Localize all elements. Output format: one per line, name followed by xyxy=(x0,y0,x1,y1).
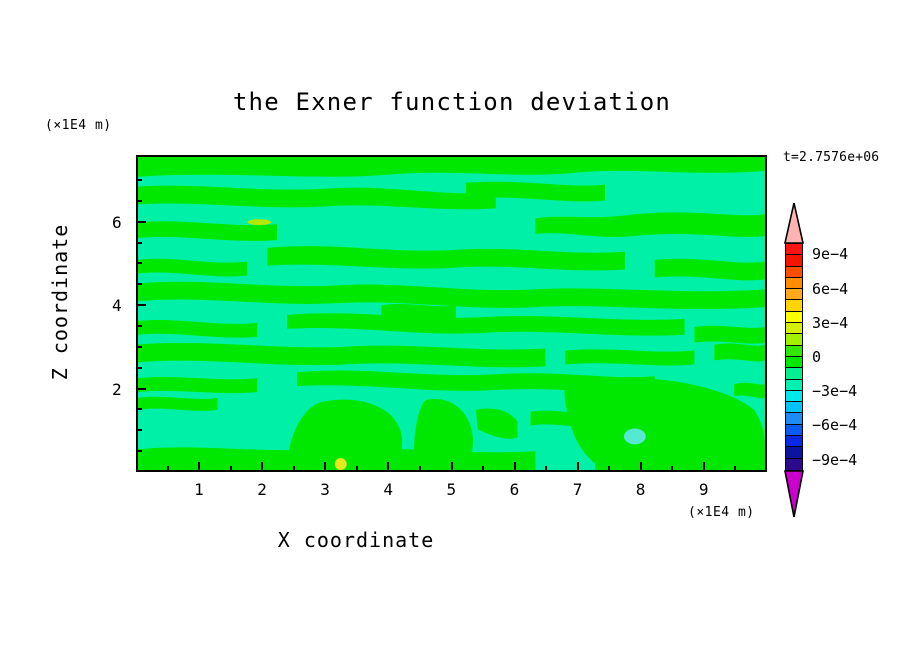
colorbar-band xyxy=(786,345,802,357)
y-minor-tick xyxy=(136,450,142,453)
colorbar-band xyxy=(786,436,802,448)
timestamp-annotation: t=2.7576e+06 xyxy=(783,150,880,165)
y-tick-label: 4 xyxy=(112,296,122,316)
y-minor-tick xyxy=(136,429,142,432)
y-axis-units-label: (×1E4 m) xyxy=(45,118,112,133)
x-tick-label: 8 xyxy=(635,480,646,499)
x-tick-label: 5 xyxy=(446,480,457,499)
x-major-tick xyxy=(702,462,705,472)
x-major-tick xyxy=(639,462,642,472)
x-minor-tick xyxy=(671,466,674,472)
colorbar-band xyxy=(786,244,802,256)
colorbar-tick-label: −3e−4 xyxy=(812,382,858,401)
y-minor-tick xyxy=(136,241,142,244)
x-axis-units-label: (×1E4 m) xyxy=(688,505,755,520)
x-major-tick xyxy=(450,462,453,472)
chartreuse-anomaly-streak xyxy=(247,219,272,226)
x-axis-title: X coordinate xyxy=(277,528,435,552)
y-major-tick xyxy=(136,304,146,307)
x-minor-tick xyxy=(355,466,358,472)
x-tick-label: 4 xyxy=(383,480,394,499)
x-minor-tick xyxy=(482,466,485,472)
y-minor-tick xyxy=(136,345,142,348)
colorbar-tick-label: 9e−4 xyxy=(812,245,849,264)
colorbar-tick-label: 3e−4 xyxy=(812,313,849,332)
colorbar-under-arrow xyxy=(784,470,804,518)
x-tick-label: 2 xyxy=(257,480,267,499)
contour-plot-area xyxy=(136,155,767,472)
colorbar-band xyxy=(786,368,802,380)
y-minor-tick xyxy=(136,179,142,182)
colorbar-band xyxy=(786,311,802,324)
x-minor-tick xyxy=(734,466,737,472)
y-minor-tick xyxy=(136,262,142,265)
colorbar-band xyxy=(786,458,802,470)
x-major-tick xyxy=(576,462,579,472)
y-minor-tick xyxy=(136,199,142,202)
x-minor-tick xyxy=(545,466,548,472)
colorbar-band xyxy=(786,402,802,414)
y-tick-label: 2 xyxy=(112,379,122,399)
y-minor-tick xyxy=(136,325,142,327)
x-major-tick xyxy=(261,462,264,472)
y-tick-label: 6 xyxy=(112,212,122,232)
x-tick-label: 6 xyxy=(509,480,520,499)
contour-field xyxy=(138,157,765,470)
x-tick-label: 9 xyxy=(698,480,709,499)
colorbar-band xyxy=(786,255,802,267)
x-major-tick xyxy=(387,462,390,472)
x-major-tick xyxy=(324,462,327,472)
colorbar-band xyxy=(786,266,802,278)
colorbar-band xyxy=(786,334,802,346)
colorbar-tick-label: −9e−4 xyxy=(812,450,858,469)
y-minor-tick xyxy=(136,408,142,411)
x-minor-tick xyxy=(166,466,169,472)
colorbar-band xyxy=(786,356,802,369)
colorbar-band xyxy=(786,289,802,301)
y-minor-tick xyxy=(136,283,142,286)
colorbar-band xyxy=(786,447,802,459)
x-minor-tick xyxy=(608,466,611,472)
x-minor-tick xyxy=(229,466,232,472)
colorbar[interactable] xyxy=(785,243,803,471)
x-major-tick xyxy=(513,462,516,472)
y-minor-tick xyxy=(136,366,142,369)
yellow-anomaly-point xyxy=(334,458,347,470)
x-tick-label: 3 xyxy=(320,480,330,499)
colorbar-band xyxy=(786,300,802,312)
x-major-tick xyxy=(198,462,201,472)
y-major-tick xyxy=(136,220,146,223)
colorbar-tick-label: 6e−4 xyxy=(812,279,849,298)
colorbar-band xyxy=(786,424,802,437)
y-axis-title: Z coordinate xyxy=(48,223,72,381)
colorbar-band xyxy=(786,379,802,391)
y-major-tick xyxy=(136,387,146,390)
cyan-anomaly-blob xyxy=(623,428,646,445)
colorbar-band xyxy=(786,323,802,335)
x-minor-tick xyxy=(418,466,421,472)
colorbar-band xyxy=(786,390,802,403)
colorbar-tick-label: −6e−4 xyxy=(812,416,858,435)
colorbar-band xyxy=(786,277,802,290)
colorbar-band xyxy=(786,413,802,425)
page-title: the Exner function deviation xyxy=(232,88,672,116)
x-minor-tick xyxy=(292,466,295,472)
x-tick-label: 1 xyxy=(194,480,204,499)
x-tick-label: 7 xyxy=(572,480,583,499)
colorbar-tick-label: 0 xyxy=(812,348,822,366)
colorbar-over-arrow xyxy=(784,203,804,244)
